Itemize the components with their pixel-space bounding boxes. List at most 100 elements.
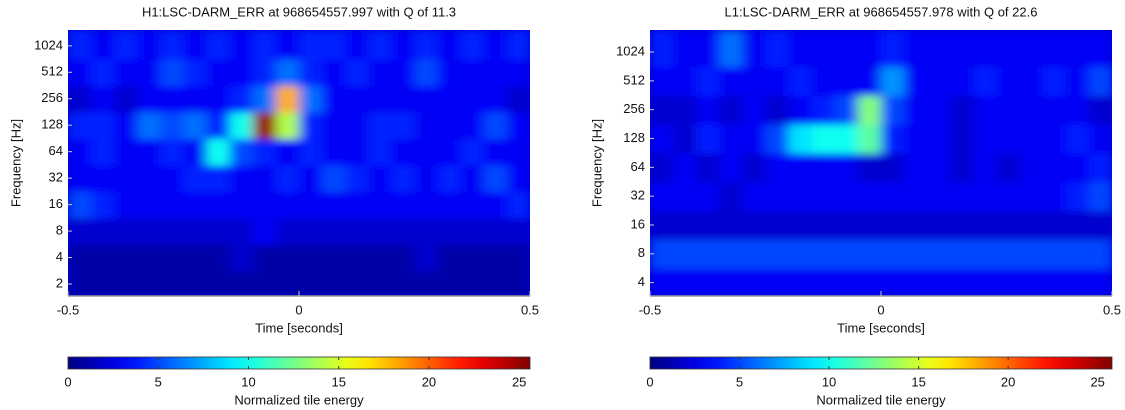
- heatmap-cell: [1088, 66, 1112, 96]
- heatmap-cell: [391, 59, 416, 87]
- heatmap-cell: [1065, 210, 1090, 241]
- heatmap-cell: [506, 138, 530, 166]
- heatmap-cell: [322, 164, 346, 193]
- heatmap-cell: [252, 59, 277, 87]
- heatmap-cell: [483, 191, 508, 219]
- heatmap-cell: [68, 30, 92, 60]
- heatmap-cell: [206, 217, 231, 245]
- heatmap-cell: [742, 239, 767, 269]
- colorbar-tick-label: 25: [512, 374, 526, 389]
- heatmap-cell: [719, 239, 743, 269]
- heatmap-cell: [91, 191, 115, 219]
- heatmap-cell: [765, 268, 790, 296]
- heatmap-cell: [927, 239, 951, 269]
- colorbar-label: Normalized tile energy: [816, 392, 946, 407]
- heatmap-cell: [91, 164, 115, 193]
- y-tick-label: 512: [623, 72, 645, 87]
- heatmap-cell: [506, 244, 530, 272]
- heatmap-cell: [765, 239, 790, 269]
- heatmap-cell: [299, 85, 323, 113]
- heatmap-cell: [765, 66, 790, 96]
- heatmap-cell: [183, 244, 208, 272]
- heatmap-cell: [765, 152, 790, 183]
- heatmap-cell: [252, 111, 277, 140]
- heatmap-cell: [322, 85, 346, 113]
- colorbar-tick-label: 20: [422, 374, 436, 389]
- heatmap-cell: [460, 59, 485, 87]
- heatmap-cell: [437, 59, 462, 87]
- heatmap-cell: [1042, 210, 1067, 241]
- heatmap-cell: [252, 138, 277, 166]
- heatmap-cell: [1019, 66, 1044, 96]
- heatmap-cell: [881, 239, 905, 269]
- heatmap-cell: [1065, 268, 1090, 296]
- heatmap-cell: [904, 181, 928, 212]
- heatmap-cell: [719, 268, 743, 296]
- colorbar-label: Normalized tile energy: [234, 392, 364, 407]
- heatmap-cell: [414, 270, 439, 296]
- heatmap-cell: [834, 210, 859, 241]
- heatmap-cell: [834, 152, 859, 183]
- heatmap-cell: [206, 164, 231, 193]
- heatmap-cell: [996, 124, 1021, 154]
- heatmap-cell: [68, 85, 92, 113]
- heatmap-cell: [414, 85, 439, 113]
- heatmap-cell: [788, 66, 813, 96]
- heatmap-cell: [1042, 239, 1067, 269]
- colorbar-tick-label: 15: [331, 374, 345, 389]
- heatmap-cell: [252, 270, 277, 296]
- heatmap-cell: [506, 59, 530, 87]
- heatmap-cell: [650, 30, 674, 68]
- heatmap-cell: [506, 30, 530, 60]
- heatmap-cell: [673, 268, 697, 296]
- heatmap-cell: [673, 66, 697, 96]
- x-axis-label: Time [seconds]: [837, 320, 925, 335]
- heatmap-cell: [368, 138, 392, 166]
- heatmap-cell: [229, 30, 254, 60]
- heatmap-cell: [650, 124, 674, 154]
- heatmap-cell: [973, 181, 998, 212]
- heatmap-cell: [160, 30, 185, 60]
- heatmap-cell: [881, 95, 905, 125]
- heatmap-cell: [996, 181, 1021, 212]
- heatmap-cell: [973, 66, 998, 96]
- heatmap-cell: [483, 59, 508, 87]
- heatmap-cell: [206, 30, 231, 60]
- x-tick-label: 0.5: [521, 302, 539, 317]
- heatmap-cell: [996, 66, 1021, 96]
- heatmap-cell: [1042, 95, 1067, 125]
- y-tick-label: 256: [41, 90, 63, 105]
- y-tick-label: 4: [56, 249, 63, 264]
- heatmap-cell: [696, 181, 720, 212]
- heatmap-cell: [788, 95, 813, 125]
- heatmap-cell: [414, 30, 439, 60]
- heatmap-cell: [996, 30, 1021, 68]
- heatmap-cell: [811, 66, 836, 96]
- heatmap-cell: [160, 138, 185, 166]
- heatmap-cell: [1065, 181, 1090, 212]
- heatmap-cell: [950, 30, 974, 68]
- heatmap-cell: [460, 217, 485, 245]
- heatmap-cell: [460, 111, 485, 140]
- heatmap-cell: [506, 217, 530, 245]
- heatmap-cell: [881, 124, 905, 154]
- heatmap-cell: [460, 164, 485, 193]
- heatmap-cell: [483, 138, 508, 166]
- heatmap-cell: [973, 210, 998, 241]
- heatmap-cell: [788, 30, 813, 68]
- heatmap-cell: [252, 244, 277, 272]
- heatmap-cell: [696, 152, 720, 183]
- heatmap-cell: [368, 244, 392, 272]
- heatmap-cell: [483, 85, 508, 113]
- heatmap-cell: [950, 210, 974, 241]
- heatmap-cell: [742, 181, 767, 212]
- heatmap-cell: [160, 85, 185, 113]
- heatmap-cell: [811, 268, 836, 296]
- heatmap-cell: [160, 191, 185, 219]
- heatmap-cell: [1042, 181, 1067, 212]
- heatmap-cell: [973, 124, 998, 154]
- heatmap-cell: [391, 270, 416, 296]
- heatmap-cell: [673, 30, 697, 68]
- heatmap-cell: [650, 210, 674, 241]
- heatmap-cell: [322, 30, 346, 60]
